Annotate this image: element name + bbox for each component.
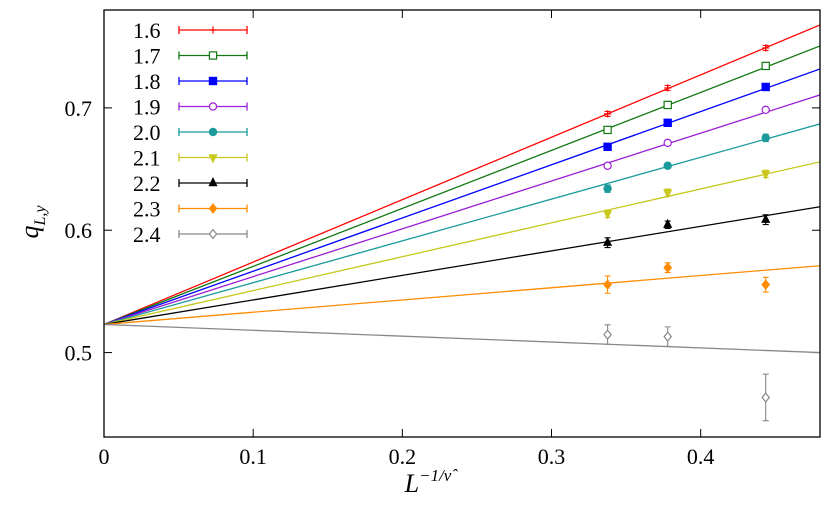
marker [663,218,673,228]
marker [664,84,672,92]
fit-line [104,323,820,354]
x-tick-label: 0 [99,444,110,469]
marker [761,170,771,180]
marker [208,51,218,60]
legend-label: 2.1 [133,146,161,171]
fit-line [104,206,820,326]
marker [208,203,218,214]
legend-label: 1.9 [133,95,161,120]
fit-line [104,45,820,326]
marker [603,329,612,340]
marker [603,161,612,170]
y-label-sub: L,y [32,205,49,227]
marker [208,127,218,137]
y-axis-label: qL,y [15,205,49,239]
x-axis-label: L−1/ν̂ [404,466,459,498]
marker [603,210,613,220]
marker [208,76,218,86]
marker [762,44,770,52]
legend: 1.61.71.81.92.02.12.22.32.4 [133,18,248,247]
marker [663,161,672,170]
plot-area [104,24,820,422]
x-tick-label: 0.1 [239,444,267,469]
marker [761,61,770,71]
x-tick-label: 0.4 [687,444,715,469]
marker [208,228,218,240]
x-tick-label: 0.2 [389,444,417,469]
marker [761,105,770,115]
marker [663,100,672,110]
marker [761,82,770,92]
marker [603,110,612,118]
marker [663,262,673,274]
marker [208,177,218,187]
marker [603,236,613,246]
y-label-base: q [15,226,44,239]
fit-line [104,123,820,326]
marker [761,213,771,223]
marker [663,189,673,199]
x-label-base: L [404,469,419,498]
fit-line [104,24,820,326]
marker [603,125,612,135]
x-label-sup: −1/ν̂ [419,466,458,485]
marker [603,184,612,193]
y-tick-label: 0.5 [65,341,93,366]
fit-line [104,68,820,326]
marker [603,142,612,151]
plot-frame [103,9,821,438]
marker [761,279,771,291]
marker [209,26,217,34]
legend-label: 1.8 [133,69,161,94]
legend-label: 1.6 [133,18,161,43]
fit-line [104,94,820,326]
marker [208,102,218,111]
legend-label: 2.2 [133,171,161,196]
fit-line [104,161,820,326]
marker [761,392,771,403]
legend-label: 1.7 [133,44,161,69]
fit-line [104,265,820,326]
legend-label: 2.4 [133,222,161,247]
marker [663,118,672,128]
marker [603,279,612,291]
y-tick-label: 0.6 [65,218,93,243]
y-tick-label: 0.7 [65,96,93,121]
legend-label: 2.0 [133,120,161,145]
marker [208,154,218,164]
marker [663,138,672,148]
x-tick-label: 0.3 [538,444,566,469]
marker [761,133,770,143]
legend-label: 2.3 [133,197,161,222]
marker [663,331,673,343]
